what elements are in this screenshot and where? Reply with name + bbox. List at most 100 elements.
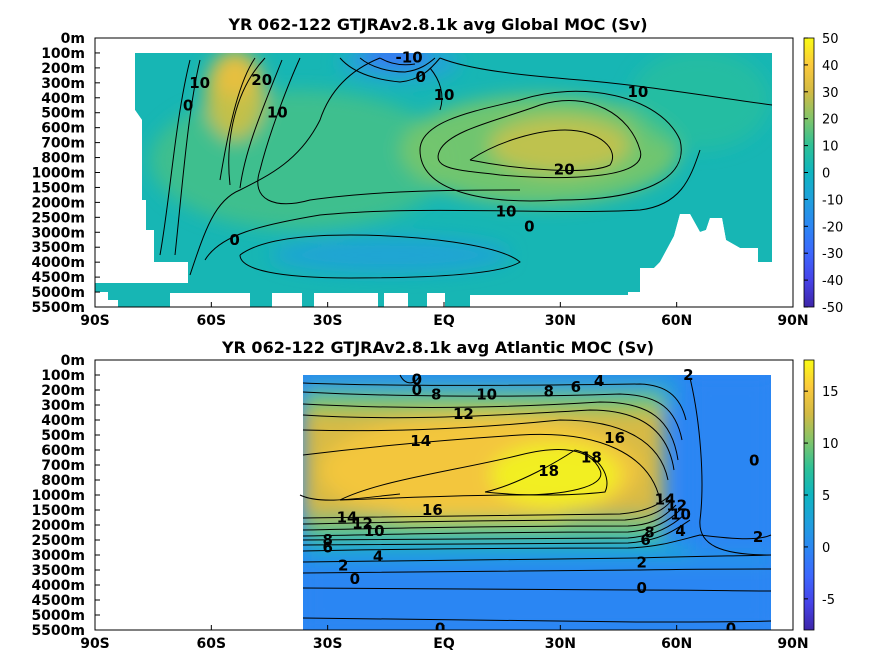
global-colorbar-tick-label: 50 xyxy=(822,32,839,47)
global-x-tick-label: 30N xyxy=(545,313,576,329)
atlantic-contour-label: 8 xyxy=(431,386,441,404)
global-colorbar-tick-label: 40 xyxy=(822,59,839,74)
atlantic-y-tick-label: 4000m xyxy=(31,578,85,594)
global-x-tick-label: 60S xyxy=(197,313,227,329)
global-y-tick-label: 0m xyxy=(61,31,85,47)
atlantic-y-tick-label: 300m xyxy=(41,398,85,414)
atlantic-moc-colorbar-ticks: 15 10 5 0 -5 xyxy=(804,385,839,608)
global-contour-label: 0 xyxy=(416,68,426,86)
global-contour-label: 10 xyxy=(189,74,210,92)
atlantic-colorbar-tick-label: 15 xyxy=(822,385,839,400)
atlantic-contour-label: 16 xyxy=(604,429,625,447)
atlantic-contour-label: 10 xyxy=(670,506,691,524)
atlantic-contour-label: 2 xyxy=(338,557,348,575)
atlantic-y-tick-label: 2500m xyxy=(31,533,85,549)
atlantic-contour-label: 8 xyxy=(644,524,654,542)
atlantic-contour-label: 6 xyxy=(322,539,332,557)
global-y-tick-label: 4000m xyxy=(31,255,85,271)
atlantic-y-tick-label: 1000m xyxy=(31,488,85,504)
atlantic-x-tick-label: 90N xyxy=(777,636,808,652)
atlantic-y-tick-label: 5500m xyxy=(31,623,85,639)
atlantic-colorbar-tick-label: 0 xyxy=(822,541,830,556)
atlantic-contour-label: 14 xyxy=(337,509,358,527)
global-y-tick-label: 600m xyxy=(41,121,85,137)
atlantic-contour-label: 18 xyxy=(538,462,559,480)
atlantic-x-tick-label: 60S xyxy=(197,636,227,652)
atlantic-y-tick-label: 400m xyxy=(41,413,85,429)
global-contour-label: -10 xyxy=(396,48,423,66)
atlantic-moc-shading xyxy=(303,375,771,630)
global-y-tick-label: 3500m xyxy=(31,240,85,256)
global-y-tick-label: 400m xyxy=(41,91,85,107)
global-colorbar-tick-label: -50 xyxy=(822,301,843,316)
atlantic-contour-label: 2 xyxy=(637,554,647,572)
global-colorbar-tick-label: 0 xyxy=(822,167,830,182)
global-y-tick-label: 300m xyxy=(41,76,85,92)
atlantic-y-tick-label: 3500m xyxy=(31,563,85,579)
atlantic-y-tick-label: 4500m xyxy=(31,593,85,609)
atlantic-contour-label: 4 xyxy=(675,522,685,540)
atlantic-y-tick-label: 700m xyxy=(41,458,85,474)
atlantic-y-tick-label: 1500m xyxy=(31,503,85,519)
global-y-tick-label: 5000m xyxy=(31,285,85,301)
atlantic-x-tick-label: EQ xyxy=(433,636,455,652)
atlantic-y-tick-label: 0m xyxy=(61,353,85,369)
atlantic-y-tick-label: 3000m xyxy=(31,548,85,564)
atlantic-y-tick-label: 100m xyxy=(41,368,85,384)
atlantic-contour-label: 6 xyxy=(571,378,581,396)
global-moc-field: 0 10 20 10 0 -10 0 10 10 20 10 0 xyxy=(95,38,793,307)
atlantic-x-tick-label: 90S xyxy=(80,636,110,652)
global-y-tick-label: 1500m xyxy=(31,180,85,196)
global-contour-label: 10 xyxy=(496,202,517,220)
atlantic-contour-label: 4 xyxy=(594,372,604,390)
atlantic-moc-x-ticks: 90S 60S 30S EQ 30N 60N 90N xyxy=(80,625,809,652)
global-colorbar-tick-label: -20 xyxy=(822,220,843,235)
atlantic-colorbar-tick-label: 5 xyxy=(822,489,830,504)
global-moc-y-ticks: 0m100m200m300m400m500m600m700m800m1000m1… xyxy=(31,31,100,316)
atlantic-x-tick-label: 60N xyxy=(661,636,692,652)
atlantic-contour-label: 2 xyxy=(753,528,763,546)
atlantic-moc-y-ticks: 0m100m200m300m400m500m600m700m800m1000m1… xyxy=(31,353,100,639)
atlantic-y-tick-label: 200m xyxy=(41,383,85,399)
global-contour-label: 10 xyxy=(267,104,288,122)
global-x-tick-label: 90S xyxy=(80,313,110,329)
atlantic-contour-label: 0 xyxy=(412,381,422,399)
atlantic-contour-label: 14 xyxy=(655,491,676,509)
global-contour-label: 20 xyxy=(251,71,272,89)
global-moc-contours xyxy=(159,57,773,279)
atlantic-contour-label: 12 xyxy=(666,497,687,515)
global-contour-label: 10 xyxy=(627,83,648,101)
global-y-tick-label: 2000m xyxy=(31,195,85,211)
atlantic-x-tick-label: 30S xyxy=(313,636,343,652)
global-y-tick-label: 100m xyxy=(41,46,85,62)
global-y-tick-label: 1000m xyxy=(31,166,85,182)
atlantic-y-tick-label: 500m xyxy=(41,428,85,444)
global-y-tick-label: 5500m xyxy=(31,300,85,316)
atlantic-moc-title: YR 062-122 GTJRAv2.8.1k avg Atlantic MOC… xyxy=(221,338,654,357)
atlantic-contour-label: 10 xyxy=(476,386,497,404)
global-x-tick-label: 30S xyxy=(313,313,343,329)
atlantic-contour-label: 0 xyxy=(726,620,736,638)
global-y-tick-label: 3000m xyxy=(31,225,85,241)
global-contour-label: 20 xyxy=(554,161,575,179)
global-y-tick-label: 700m xyxy=(41,136,85,152)
atlantic-y-tick-label: 600m xyxy=(41,443,85,459)
global-colorbar-tick-label: -40 xyxy=(822,274,843,289)
global-y-tick-label: 800m xyxy=(41,151,85,167)
atlantic-contour-label: 10 xyxy=(364,522,385,540)
atlantic-contour-label: 14 xyxy=(410,432,431,450)
global-contour-label: 10 xyxy=(434,86,455,104)
atlantic-contour-label: 0 xyxy=(350,570,360,588)
global-contour-label: 0 xyxy=(524,217,534,235)
global-colorbar-tick-label: -10 xyxy=(822,193,843,208)
global-colorbar-tick-label: 10 xyxy=(822,140,839,155)
global-y-tick-label: 4500m xyxy=(31,270,85,286)
global-x-tick-label: 60N xyxy=(661,313,692,329)
atlantic-contour-label: 8 xyxy=(543,383,553,401)
atlantic-contour-label: 16 xyxy=(422,501,443,519)
global-contour-label: 0 xyxy=(229,231,239,249)
atlantic-colorbar-tick-label: 10 xyxy=(822,437,839,452)
